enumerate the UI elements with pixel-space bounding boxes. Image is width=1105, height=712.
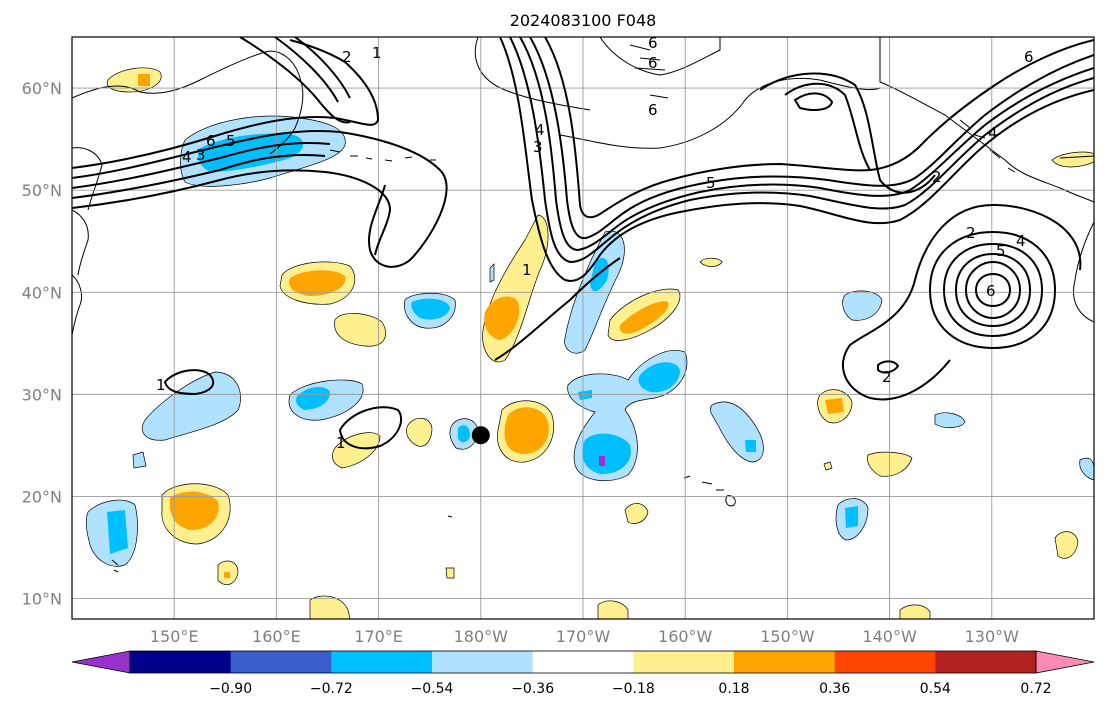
contour-label: 4 — [988, 124, 998, 142]
lat-tick-label: 60°N — [22, 79, 62, 98]
map-frame — [71, 36, 1095, 620]
colorbar-outline — [129, 650, 1037, 674]
colorbar-tick-label: 0.18 — [718, 681, 749, 697]
colorbar-segment — [633, 651, 735, 673]
lat-tick-label: 40°N — [22, 283, 62, 302]
contour-label: 3 — [196, 146, 206, 164]
colorbar-tick-label: −0.90 — [209, 681, 252, 697]
contour-label: 5 — [996, 242, 1006, 260]
lon-tick-label: 160°W — [658, 627, 713, 646]
contour-label: 1 — [522, 261, 532, 279]
colorbar-tick-label: 0.54 — [920, 681, 951, 697]
contour-label: 5 — [226, 132, 236, 150]
colorbar-extend-low — [71, 650, 131, 674]
lon-tick-label: 150°E — [150, 627, 199, 646]
contour-labels: 1 2 6 6 6 4 3 4 3 6 5 5 2 2 4 5 6 1 1 2 … — [156, 34, 1034, 452]
colorbar-tick-label: 0.72 — [1020, 681, 1051, 697]
height-contours — [72, 37, 1094, 450]
lon-tick-label: 160°E — [252, 627, 301, 646]
contour-label: 2 — [932, 168, 942, 186]
lat-tick-label: 10°N — [22, 590, 62, 609]
contour-label: 6 — [206, 132, 216, 150]
lon-tick-label: 140°W — [862, 627, 917, 646]
contour-label: 5 — [706, 174, 716, 192]
contour-label: 4 — [535, 121, 545, 139]
lon-tick-label: 180°W — [454, 627, 509, 646]
contour-label: 2 — [882, 368, 892, 386]
colorbar-segment — [834, 651, 936, 673]
colorbar-tick-label: −0.36 — [511, 681, 554, 697]
contour-label: 2 — [342, 48, 352, 66]
contour-label: 1 — [372, 44, 382, 62]
contour-label: 3 — [533, 138, 543, 156]
lat-tick-label: 50°N — [22, 181, 62, 200]
contour-label: 6 — [648, 34, 658, 52]
lat-tick-label: 30°N — [22, 385, 62, 404]
contour-label: 1 — [156, 376, 166, 394]
lon-tick-label: 150°W — [760, 627, 815, 646]
contour-label: 6 — [986, 282, 996, 300]
contour-label: 6 — [648, 54, 658, 72]
longitude-tick-labels: 150°E 160°E 170°E 180°W 170°W 160°W 150°W 140°W… — [150, 627, 1019, 646]
map-content: 1 2 6 6 6 4 3 4 3 6 5 5 2 2 4 5 6 1 1 2 … — [72, 34, 1094, 619]
colorbar-tick-label: −0.72 — [310, 681, 353, 697]
contour-label: 4 — [182, 148, 192, 166]
colorbar-segment — [130, 651, 232, 673]
lon-tick-label: 170°E — [354, 627, 403, 646]
contour-label: 6 — [648, 101, 658, 119]
colorbar-segment — [331, 651, 433, 673]
colorbar-tick-label: −0.54 — [411, 681, 454, 697]
location-marker — [471, 426, 490, 445]
latitude-tick-labels: 10°N 20°N 30°N 40°N 50°N 60°N — [22, 79, 62, 609]
colorbar-tick-labels: −0.90 −0.72 −0.54 −0.36 −0.18 0.18 0.36 0.54 0.7… — [209, 681, 1051, 697]
contour-label: 4 — [1016, 232, 1026, 250]
colorbar-segment — [734, 651, 836, 673]
lon-tick-label: 130°W — [965, 627, 1020, 646]
colorbar-tick-label: −0.18 — [612, 681, 655, 697]
contour-label: 2 — [966, 224, 976, 242]
contour-label: 1 — [336, 434, 346, 452]
colorbar-segment — [432, 651, 534, 673]
figure-title: 2024083100 F048 — [510, 11, 657, 30]
colorbar-segment — [532, 651, 634, 673]
colorbar-extend-high — [1035, 650, 1095, 674]
lon-tick-label: 170°W — [556, 627, 611, 646]
colorbar-tick-label: 0.36 — [819, 681, 850, 697]
colorbar-segment — [230, 651, 332, 673]
contour-label: 6 — [1024, 48, 1034, 66]
colorbar — [71, 650, 1095, 674]
colorbar-segment — [935, 651, 1037, 673]
lat-tick-label: 20°N — [22, 487, 62, 506]
